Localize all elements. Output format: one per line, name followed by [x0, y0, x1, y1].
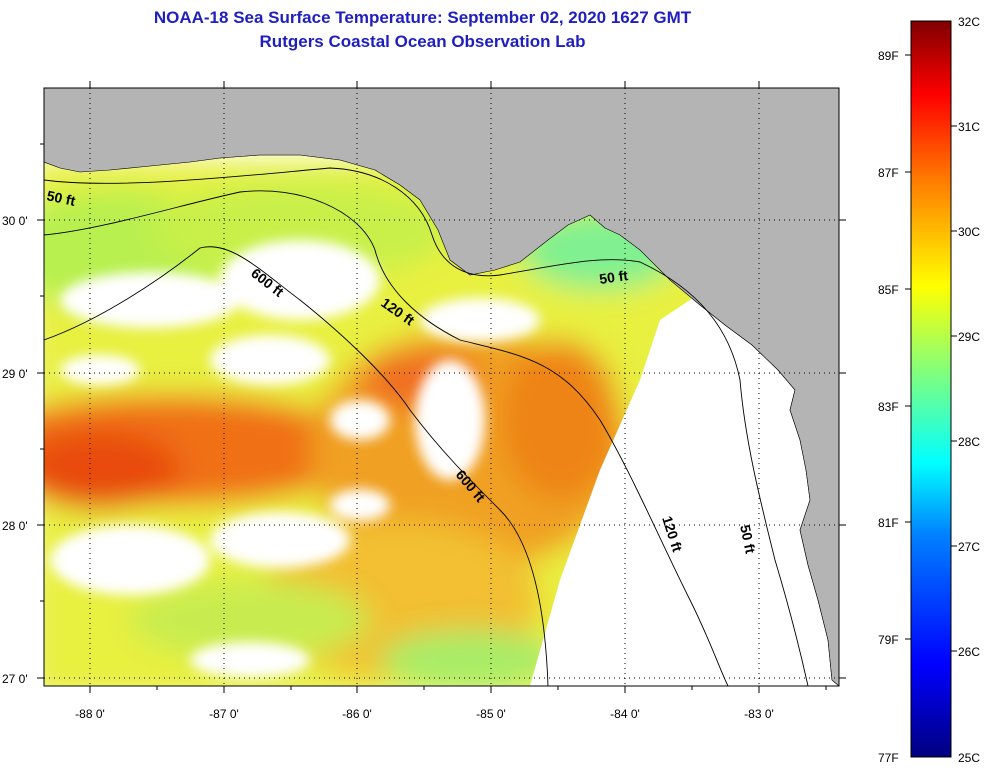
colorbar-f-label: 89F [878, 49, 899, 63]
colorbar-ticks [905, 54, 957, 652]
contour-120ft [44, 190, 729, 686]
frame-ticks [37, 81, 846, 693]
colorbar-c-label: 27C [958, 540, 980, 554]
colorbar-f-label: 79F [878, 633, 899, 647]
colorbar-c-label: 30C [958, 225, 980, 239]
colorbar-c-label: 26C [958, 645, 980, 659]
contour-label: 50 ft [598, 267, 629, 287]
map-title: NOAA-18 Sea Surface Temperature: Septemb… [153, 8, 692, 27]
colorbar-f-label: 87F [878, 166, 899, 180]
lat-label: 27 0' [2, 672, 28, 686]
colorbar-f-label: 81F [878, 516, 899, 530]
lat-label: 30 0' [2, 214, 28, 228]
colorbar-c-label: 32C [958, 15, 980, 29]
lon-label: -85 0' [476, 707, 506, 721]
lon-label: -83 0' [744, 707, 774, 721]
contour-label: 50 ft [45, 187, 77, 209]
lon-label: -88 0' [75, 707, 105, 721]
colorbar-f-label: 85F [878, 283, 899, 297]
colorbar-c-label: 31C [958, 120, 980, 134]
bathymetry-contours [44, 167, 809, 686]
lon-label: -84 0' [610, 707, 640, 721]
lat-label: 28 0' [2, 519, 28, 533]
colorbar-c-label: 25C [958, 751, 980, 765]
colorbar-f-label: 77F [878, 751, 899, 765]
lon-label: -86 0' [342, 707, 372, 721]
colorbar-c-label: 28C [958, 435, 980, 449]
lon-label: -87 0' [209, 707, 239, 721]
colorbar [910, 20, 952, 758]
contour-label: 50 ft [737, 523, 759, 555]
map-subtitle: Rutgers Coastal Ocean Observation Lab [259, 32, 586, 51]
lat-label: 29 0' [2, 367, 28, 381]
contour-50ft-west [44, 167, 809, 686]
colorbar-c-label: 29C [958, 330, 980, 344]
contour-600ft [44, 246, 549, 686]
colorbar-f-label: 83F [878, 400, 899, 414]
